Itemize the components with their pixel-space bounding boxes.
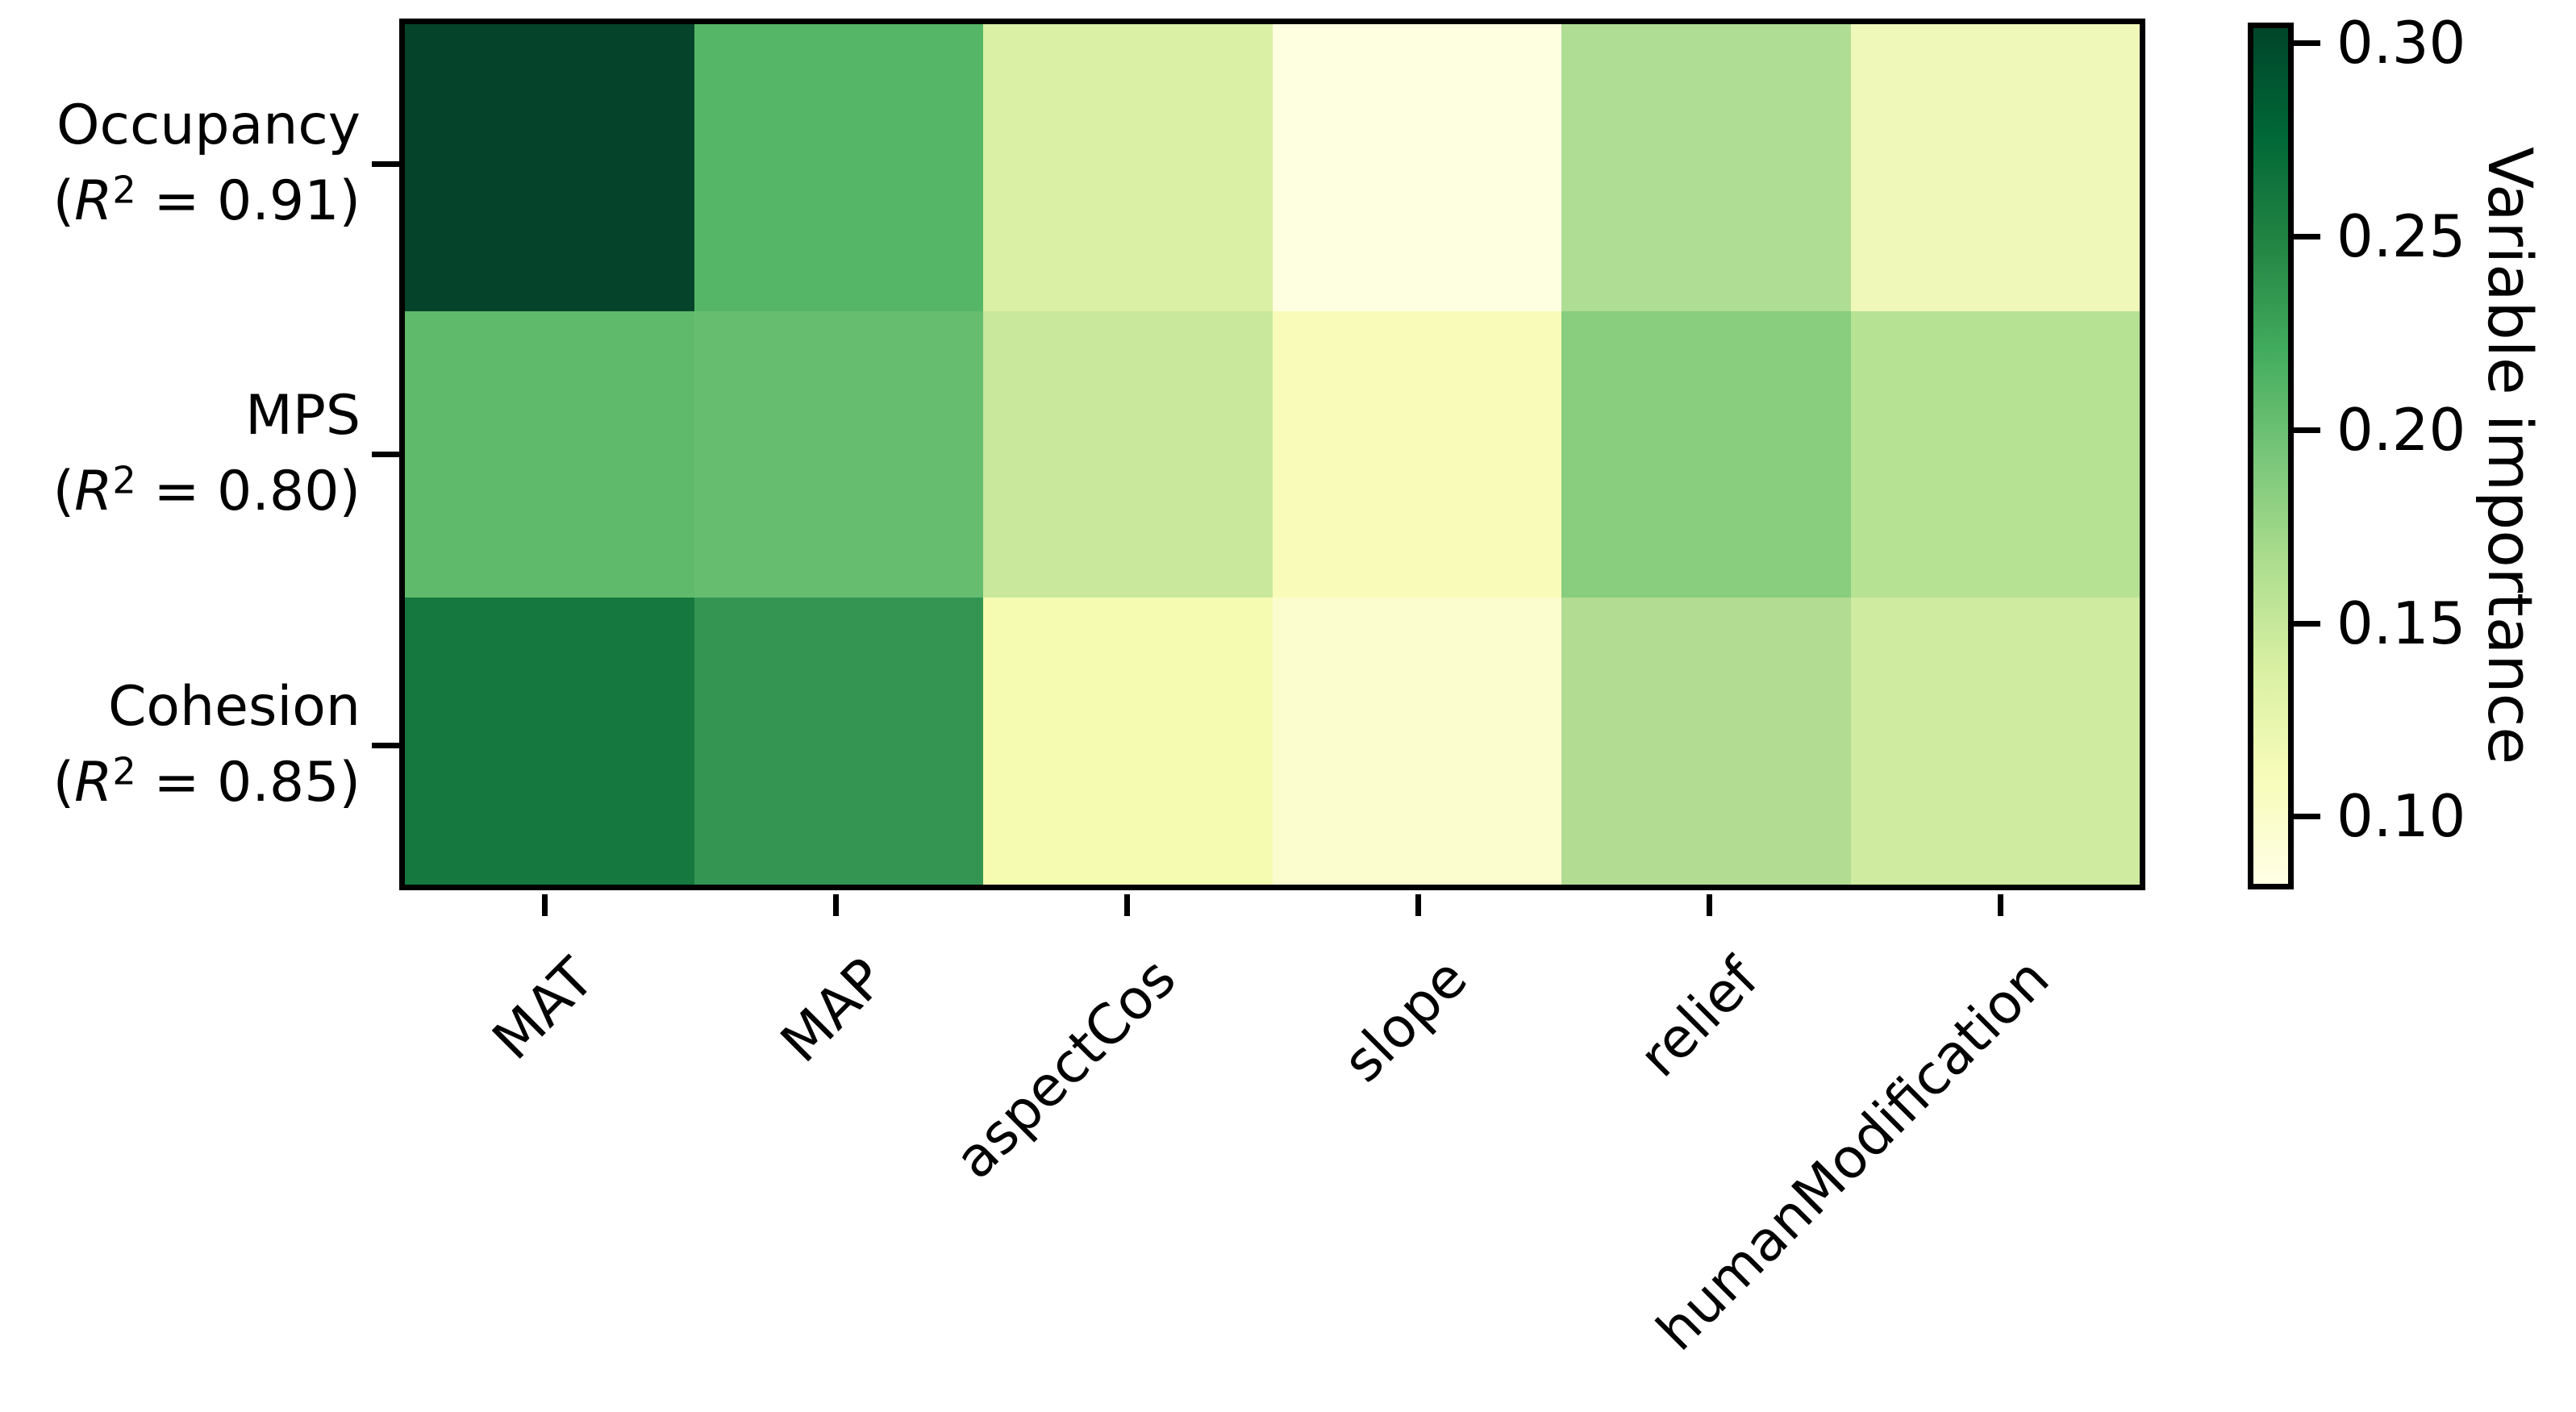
x-axis-label-slope: slope bbox=[1331, 946, 1480, 1095]
x-axis-tick bbox=[542, 894, 548, 916]
x-axis-label-aspectcos: aspectCos bbox=[943, 946, 1189, 1192]
heatmap-cell bbox=[405, 310, 694, 598]
y-axis-tick bbox=[372, 161, 399, 167]
y-axis-tick bbox=[372, 743, 399, 748]
colorbar-tick bbox=[2293, 234, 2320, 239]
colorbar-title: Variable importance bbox=[2474, 146, 2546, 765]
heatmap-cell bbox=[1272, 24, 1561, 311]
y-axis-tick bbox=[372, 452, 399, 457]
colorbar-tick-label: 0.25 bbox=[2336, 202, 2466, 270]
row-name: Cohesion bbox=[107, 675, 361, 739]
colorbar-tick-label: 0.30 bbox=[2336, 9, 2466, 77]
heatmap-cell bbox=[405, 598, 694, 885]
heatmap-cell bbox=[1850, 598, 2140, 885]
heatmap-cell bbox=[694, 24, 983, 311]
x-axis-tick bbox=[1707, 894, 1712, 916]
y-axis-label-mps: MPS (R2 = 0.80) bbox=[53, 378, 361, 530]
heatmap bbox=[399, 19, 2145, 890]
y-axis-label-cohesion: Cohesion (R2 = 0.85) bbox=[53, 669, 361, 821]
heatmap-cell bbox=[1561, 24, 1851, 311]
colorbar-tick-label: 0.20 bbox=[2336, 396, 2466, 464]
x-axis-tick bbox=[1998, 894, 2003, 916]
x-axis-label-mat: MAT bbox=[480, 946, 606, 1073]
heatmap-cell bbox=[1850, 24, 2140, 311]
heatmap-cell bbox=[1561, 598, 1851, 885]
heatmap-cell bbox=[694, 310, 983, 598]
colorbar-tick-label: 0.10 bbox=[2336, 782, 2466, 850]
heatmap-cell bbox=[983, 24, 1273, 311]
x-axis-tick bbox=[833, 894, 839, 916]
row-r2: (R2 = 0.85) bbox=[52, 749, 361, 814]
heatmap-cell bbox=[405, 24, 694, 311]
colorbar-tick bbox=[2293, 621, 2320, 627]
heatmap-cell bbox=[1272, 598, 1561, 885]
row-name: MPS bbox=[245, 384, 361, 448]
colorbar-tick-label: 0.15 bbox=[2336, 589, 2466, 657]
x-axis-tick bbox=[1415, 894, 1421, 916]
heatmap-cell bbox=[983, 310, 1273, 598]
row-name: Occupancy bbox=[56, 94, 361, 158]
row-r2: (R2 = 0.80) bbox=[52, 458, 361, 523]
x-axis-tick bbox=[1124, 894, 1130, 916]
colorbar-gradient bbox=[2248, 23, 2294, 889]
colorbar-tick bbox=[2293, 814, 2320, 819]
y-axis-label-occupancy: Occupancy (R2 = 0.91) bbox=[53, 88, 361, 239]
colorbar-tick bbox=[2293, 427, 2320, 433]
row-r2: (R2 = 0.91) bbox=[52, 168, 361, 233]
heatmap-cell bbox=[1272, 310, 1561, 598]
x-axis-label-relief: relief bbox=[1628, 946, 1771, 1090]
heatmap-cell bbox=[983, 598, 1273, 885]
heatmap-cell bbox=[1561, 310, 1851, 598]
heatmap-cell bbox=[1850, 310, 2140, 598]
heatmap-cell bbox=[694, 598, 983, 885]
colorbar-tick bbox=[2293, 40, 2320, 46]
x-axis-label-map: MAP bbox=[769, 946, 898, 1075]
